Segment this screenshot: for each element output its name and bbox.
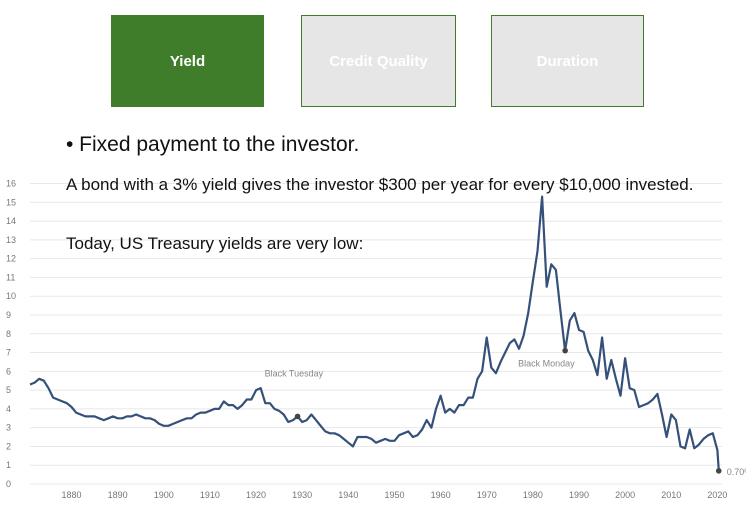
y-tick-label: 3: [6, 423, 11, 433]
y-tick-label: 6: [6, 366, 11, 376]
tab-yield[interactable]: Yield: [111, 15, 264, 107]
series-layer: [29, 195, 720, 471]
y-tick-label: 13: [6, 235, 16, 245]
example-paragraph: A bond with a 3% yield gives the investo…: [66, 175, 694, 194]
y-tick-label: 0: [6, 479, 11, 489]
x-tick-label: 1930: [292, 490, 312, 500]
x-tick-label: 1910: [200, 490, 220, 500]
x-tick-label: 2010: [661, 490, 681, 500]
tab-duration[interactable]: Duration: [491, 15, 644, 107]
x-tick-label: 2000: [615, 490, 635, 500]
y-tick-label: 16: [6, 179, 16, 189]
annotation-marker: [715, 468, 722, 474]
x-tick-label: 1960: [431, 490, 451, 500]
y-tick-label: 12: [6, 254, 16, 264]
y-tick-label: 5: [6, 385, 11, 395]
series-line: [29, 195, 720, 471]
annotation-marker: [562, 347, 568, 354]
x-tick-label: 1940: [338, 490, 358, 500]
annotation-marker: [294, 413, 301, 420]
x-tick-label: 1950: [384, 490, 404, 500]
treasury-paragraph: Today, US Treasury yields are very low:: [66, 234, 364, 253]
tab-credit-quality[interactable]: Credit Quality: [301, 15, 456, 107]
bullet-point: • Fixed payment to the investor.: [66, 133, 360, 156]
y-tick-label: 1: [6, 460, 11, 470]
x-tick-label: 1920: [246, 490, 266, 500]
annotation-label: Black Tuesday: [265, 368, 324, 378]
y-tick-label: 4: [6, 404, 11, 414]
x-tick-label: 1880: [62, 490, 82, 500]
annotation-label: Black Monday: [518, 359, 575, 369]
x-axis: 1880 1890 1900 1910 1920 1930 1940 1950 1960 1970…: [62, 490, 728, 500]
y-tick-label: 15: [6, 197, 16, 207]
x-tick-label: 1970: [477, 490, 497, 500]
y-tick-label: 14: [6, 216, 16, 226]
x-tick-label: 1990: [569, 490, 589, 500]
x-tick-label: 1890: [108, 490, 128, 500]
y-tick-label: 2: [6, 441, 11, 451]
y-tick-label: 7: [6, 348, 11, 358]
y-tick-label: 11: [6, 272, 15, 282]
x-tick-label: 1900: [154, 490, 174, 500]
y-tick-label: 10: [6, 291, 16, 301]
chart-grid: [30, 183, 722, 485]
x-tick-label: 1980: [523, 490, 543, 500]
y-tick-label: 9: [6, 310, 11, 320]
y-tick-label: 8: [6, 329, 11, 339]
x-tick-label: 2020: [707, 490, 727, 500]
annotation-label: 0.70%: [727, 467, 746, 477]
annotation-layer: Black Tuesday Black Monday 0.70%: [265, 347, 746, 477]
